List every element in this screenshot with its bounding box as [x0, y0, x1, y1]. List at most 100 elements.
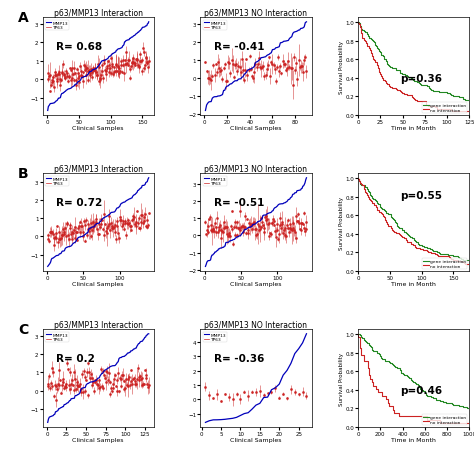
no interaction: [361, 356, 367, 361]
gene interaction: [391, 363, 397, 368]
Text: R= -0.51: R= -0.51: [214, 197, 264, 207]
no interaction: [455, 258, 460, 264]
no interaction: [374, 204, 379, 210]
no interaction: [358, 349, 364, 354]
no interaction: [380, 76, 385, 81]
no interaction: [373, 386, 379, 392]
Line: gene interaction: gene interaction: [358, 179, 474, 271]
no interaction: [412, 99, 418, 104]
X-axis label: Clinical Samples: Clinical Samples: [73, 437, 124, 442]
gene interaction: [466, 113, 472, 118]
no interaction: [386, 403, 392, 409]
no interaction: [425, 417, 430, 423]
no interaction: [466, 424, 472, 430]
gene interaction: [407, 235, 412, 240]
gene interaction: [467, 407, 473, 413]
Line: gene interaction: gene interaction: [358, 23, 474, 116]
Line: no interaction: no interaction: [358, 334, 474, 427]
Text: A: A: [18, 11, 29, 24]
Y-axis label: Survival Probability: Survival Probability: [339, 352, 344, 405]
Legend: gene interaction, no interaction: gene interaction, no interaction: [422, 414, 467, 425]
gene interaction: [356, 20, 361, 26]
no interaction: [383, 397, 388, 402]
no interaction: [384, 221, 390, 226]
no interaction: [466, 113, 472, 118]
gene interaction: [388, 360, 393, 365]
gene interaction: [393, 221, 399, 226]
Y-axis label: Survival Probability: Survival Probability: [339, 196, 344, 249]
Legend: MMP13, TP63: MMP13, TP63: [203, 332, 227, 342]
no interaction: [367, 376, 373, 381]
gene interaction: [378, 50, 383, 56]
no interaction: [365, 366, 371, 371]
no interaction: [466, 269, 472, 274]
gene interaction: [411, 237, 417, 242]
no interaction: [371, 383, 376, 388]
no interaction: [437, 421, 443, 426]
Text: R= -0.36: R= -0.36: [214, 353, 264, 363]
X-axis label: Time in Month: Time in Month: [391, 282, 436, 287]
gene interaction: [356, 331, 361, 337]
gene interaction: [356, 176, 361, 181]
Y-axis label: Survival Probability: Survival Probability: [339, 40, 344, 94]
no interaction: [390, 407, 395, 413]
no interaction: [365, 362, 371, 368]
gene interaction: [363, 339, 369, 345]
no interaction: [366, 369, 372, 375]
gene interaction: [378, 51, 384, 56]
no interaction: [409, 95, 415, 100]
gene interaction: [466, 424, 472, 430]
no interaction: [396, 414, 402, 420]
Text: R= 0.68: R= 0.68: [56, 41, 102, 51]
Legend: gene interaction, no interaction: gene interaction, no interaction: [422, 103, 467, 113]
Text: R= 0.2: R= 0.2: [56, 353, 95, 363]
gene interaction: [456, 95, 462, 101]
Legend: MMP13, TP63: MMP13, TP63: [203, 176, 227, 187]
Line: gene interaction: gene interaction: [358, 334, 474, 427]
no interaction: [366, 373, 372, 378]
gene interaction: [396, 225, 401, 230]
no interaction: [405, 93, 410, 99]
Legend: MMP13, TP63: MMP13, TP63: [203, 21, 227, 31]
X-axis label: Clinical Samples: Clinical Samples: [230, 282, 282, 287]
Text: R= 0.72: R= 0.72: [56, 197, 102, 207]
Text: R= -0.41: R= -0.41: [214, 41, 264, 51]
no interaction: [357, 338, 363, 344]
X-axis label: Time in Month: Time in Month: [391, 437, 436, 442]
no interaction: [362, 359, 367, 364]
Legend: MMP13, TP63: MMP13, TP63: [45, 176, 69, 187]
Title: p63/MMP13 Interaction: p63/MMP13 Interaction: [54, 320, 143, 329]
gene interaction: [466, 269, 472, 274]
Title: p63/MMP13 Interaction: p63/MMP13 Interaction: [54, 9, 143, 17]
Text: p=0.55: p=0.55: [401, 190, 442, 200]
Title: p63/MMP13 NO Interaction: p63/MMP13 NO Interaction: [204, 164, 308, 173]
X-axis label: Clinical Samples: Clinical Samples: [73, 126, 124, 131]
gene interaction: [360, 28, 365, 34]
no interaction: [369, 380, 375, 385]
Title: p63/MMP13 Interaction: p63/MMP13 Interaction: [54, 164, 143, 173]
Legend: MMP13, TP63: MMP13, TP63: [45, 332, 69, 342]
gene interaction: [377, 204, 383, 210]
Line: no interaction: no interaction: [358, 179, 474, 271]
Title: p63/MMP13 NO Interaction: p63/MMP13 NO Interaction: [204, 320, 308, 329]
Text: p=0.36: p=0.36: [401, 73, 442, 84]
no interaction: [380, 393, 385, 399]
no interaction: [403, 237, 409, 242]
Text: B: B: [18, 166, 29, 180]
Text: C: C: [18, 322, 28, 336]
gene interaction: [367, 343, 373, 348]
Line: no interaction: no interaction: [358, 23, 474, 116]
no interaction: [356, 335, 361, 341]
gene interaction: [456, 95, 462, 100]
X-axis label: Time in Month: Time in Month: [391, 126, 436, 131]
no interaction: [356, 20, 361, 26]
no interaction: [357, 342, 363, 347]
no interaction: [356, 331, 361, 337]
no interaction: [391, 410, 397, 416]
no interaction: [400, 235, 405, 240]
no interaction: [385, 400, 391, 406]
gene interaction: [466, 406, 472, 412]
no interaction: [357, 345, 363, 351]
no interaction: [375, 390, 381, 395]
no interaction: [409, 95, 415, 101]
